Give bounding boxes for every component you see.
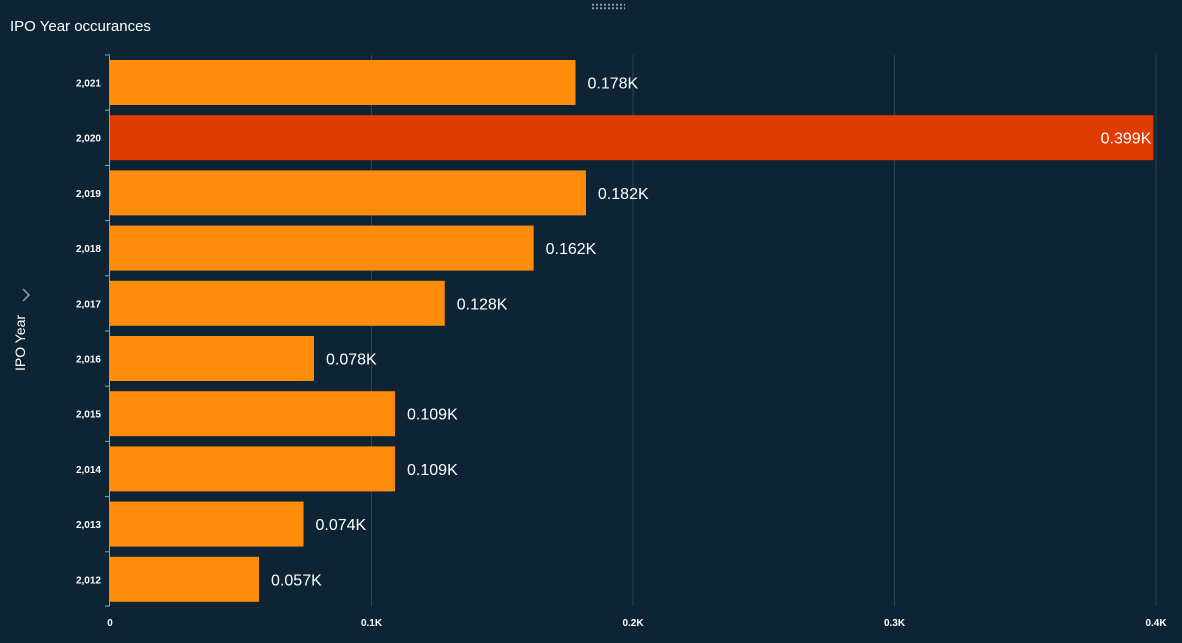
data-label: 0.182K: [598, 186, 649, 203]
x-tick-label: 0.1K: [361, 618, 383, 629]
data-label: 0.128K: [457, 296, 508, 313]
y-tick-label: 2,019: [76, 189, 101, 200]
bar-2018[interactable]: [110, 225, 534, 271]
drag-handle-icon[interactable]: [591, 3, 625, 10]
y-tick-label: 2,017: [76, 299, 101, 310]
x-tick-label: 0.2K: [622, 618, 644, 629]
bar-2014[interactable]: [110, 446, 396, 492]
y-tick-label: 2,015: [76, 410, 101, 421]
data-label: 0.162K: [546, 241, 597, 258]
bar-2012[interactable]: [110, 556, 260, 602]
y-tick-label: 2,020: [76, 134, 101, 145]
y-tick-label: 2,014: [76, 465, 101, 476]
bar-2016[interactable]: [110, 336, 314, 381]
y-axis-drill-toggle[interactable]: IPO Year: [6, 283, 46, 373]
x-tick-label: 0.4K: [1145, 618, 1167, 629]
y-tick-label: 2,012: [76, 575, 101, 586]
data-label: 0.109K: [407, 462, 458, 479]
bar-2015[interactable]: [110, 391, 396, 437]
bar-2019[interactable]: [110, 170, 586, 216]
y-tick-label: 2,016: [76, 355, 101, 366]
bar-2021[interactable]: [110, 60, 576, 105]
chevron-right-icon: [22, 288, 31, 302]
bar-2020[interactable]: [110, 115, 1154, 161]
bar-2013[interactable]: [110, 501, 304, 547]
y-tick-label: 2,021: [76, 79, 101, 90]
y-tick-label: 2,013: [76, 520, 101, 531]
x-tick-label: 0.3K: [884, 618, 906, 629]
data-label: 0.074K: [316, 517, 367, 534]
data-label: 0.109K: [407, 407, 458, 424]
data-label: 0.057K: [271, 572, 322, 589]
bar-2017[interactable]: [110, 280, 445, 326]
data-label: 0.178K: [587, 76, 638, 93]
x-tick-label: 0: [107, 618, 113, 629]
data-label: 0.078K: [326, 352, 377, 369]
chart-title: IPO Year occurances: [10, 18, 151, 35]
y-tick-label: 2,018: [76, 244, 101, 255]
data-label: 0.399K: [1101, 131, 1152, 148]
